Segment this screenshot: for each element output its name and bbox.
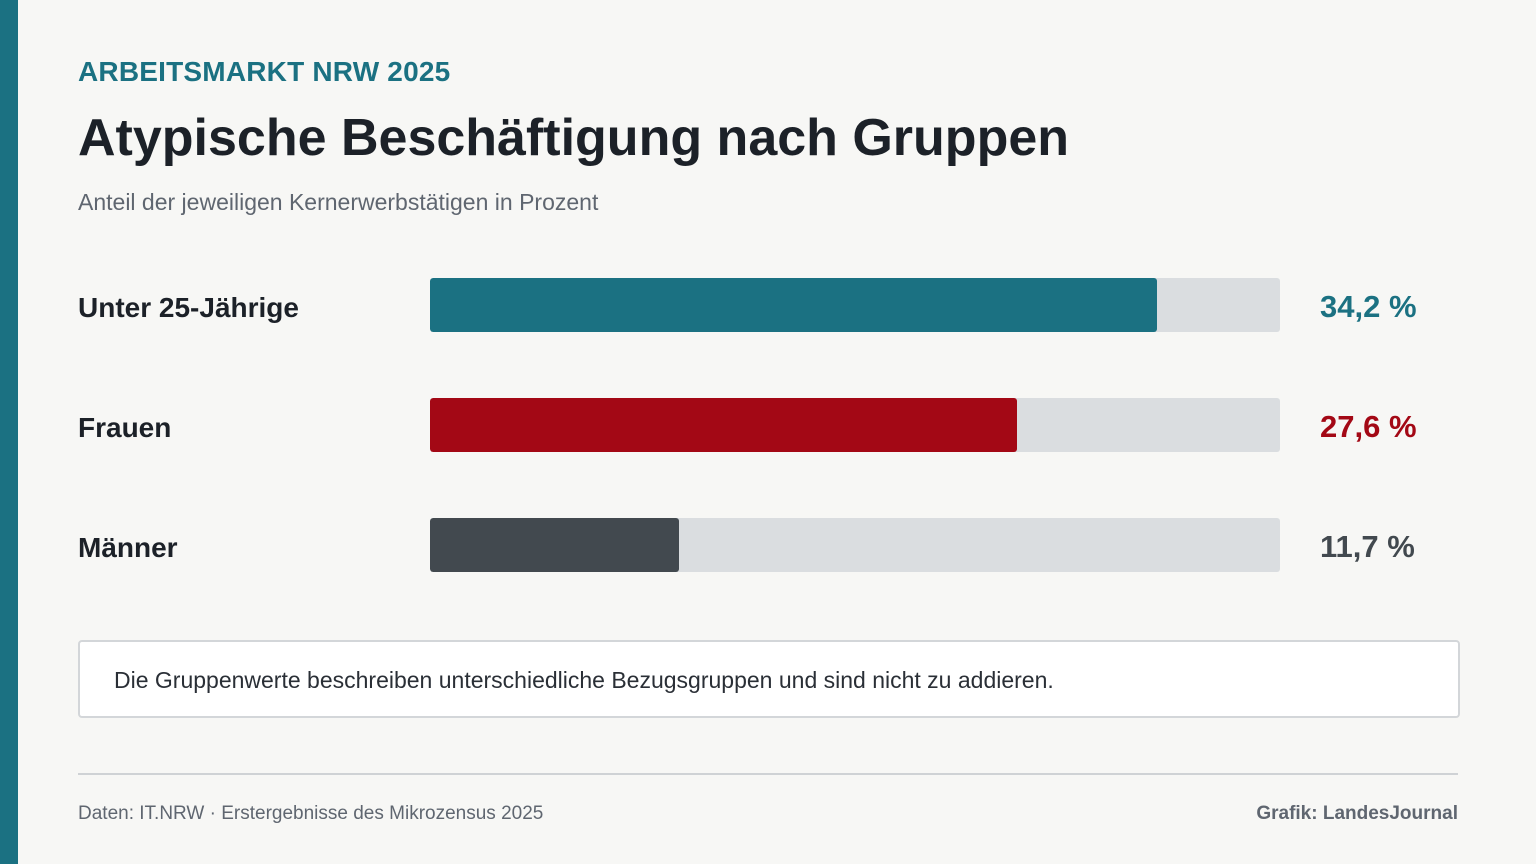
source-text: Daten: IT.NRW · Erstergebnisse des Mikro… xyxy=(78,803,544,824)
bar xyxy=(430,518,679,572)
chart-subtitle: Anteil der jeweiligen Kernerwerbstätigen… xyxy=(78,189,599,215)
note-text: Die Gruppenwerte beschreiben unterschied… xyxy=(114,667,1054,693)
accent-stripe xyxy=(0,0,18,864)
bar-track xyxy=(430,518,1280,572)
bar-track xyxy=(430,278,1280,332)
bar-row: Unter 25-Jährige 34,2 % xyxy=(78,278,1458,332)
bar-row: Frauen 27,6 % xyxy=(78,398,1458,452)
bar xyxy=(430,278,1157,332)
bar-category-label: Männer xyxy=(78,532,178,563)
bar xyxy=(430,398,1017,452)
bar-category-label: Unter 25-Jährige xyxy=(78,292,299,323)
bar-row: Männer 11,7 % xyxy=(78,518,1458,572)
credit-text: Grafik: LandesJournal xyxy=(1256,803,1458,824)
bar-track xyxy=(430,398,1280,452)
chart-title: Atypische Beschäftigung nach Gruppen xyxy=(78,109,1070,167)
kicker: ARBEITSMARKT NRW 2025 xyxy=(78,56,451,87)
footer-divider xyxy=(78,773,1458,775)
bar-value-label: 27,6 % xyxy=(1320,409,1417,444)
bar-value-label: 34,2 % xyxy=(1320,289,1417,324)
bar-chart: Unter 25-Jährige 34,2 % Frauen 27,6 % Männer… xyxy=(78,278,1458,578)
note-box: Die Gruppenwerte beschreiben unterschied… xyxy=(78,640,1460,718)
bar-category-label: Frauen xyxy=(78,412,172,443)
bar-value-label: 11,7 % xyxy=(1320,529,1415,564)
